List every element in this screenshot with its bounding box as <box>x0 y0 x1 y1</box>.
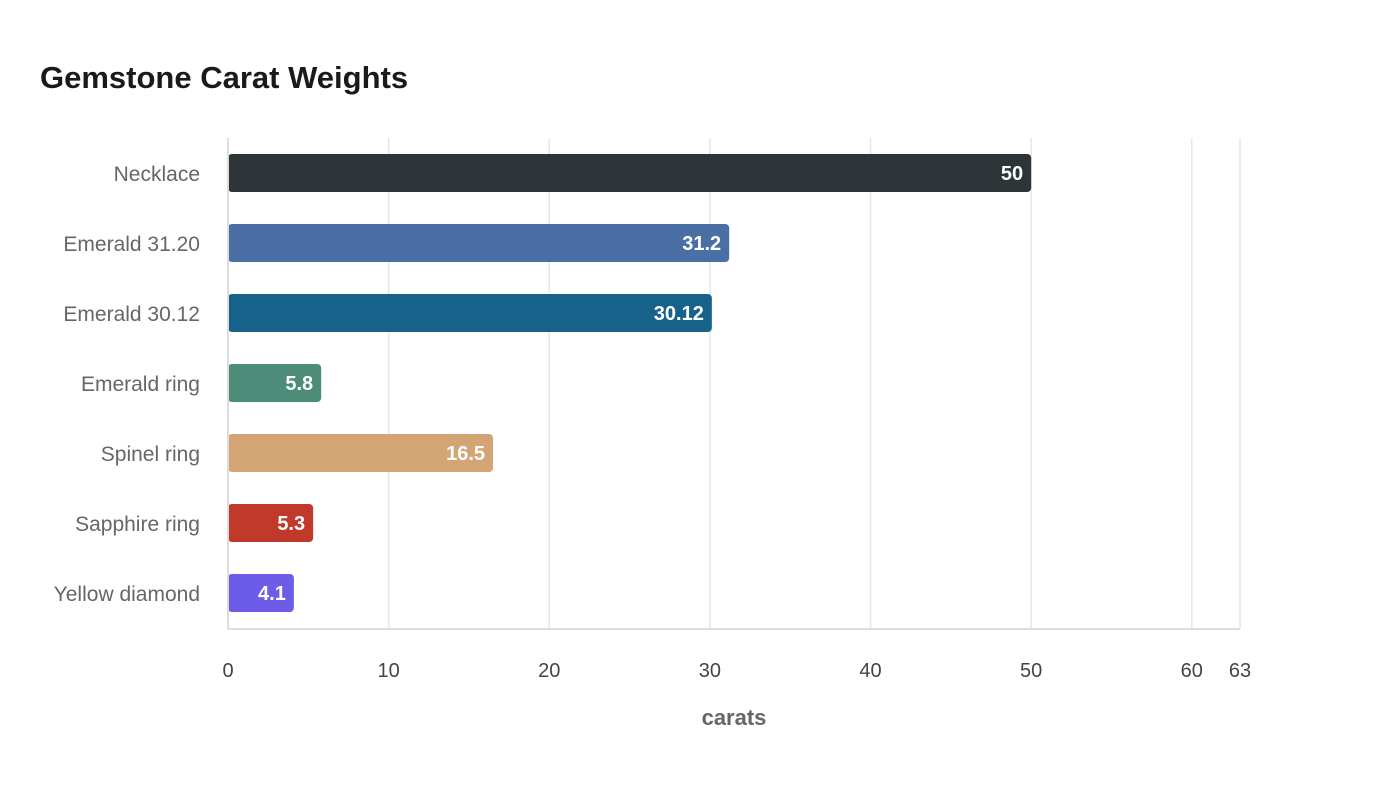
bar-value-label-6: 4.1 <box>258 583 286 605</box>
grid-lines <box>387 138 1241 629</box>
x-tick-label-5: 50 <box>1020 660 1042 682</box>
x-tick-label-2: 20 <box>538 660 560 682</box>
bar-value-label-2: 30.12 <box>654 303 704 325</box>
bar-4 <box>228 434 494 472</box>
x-tick-label-7: 63 <box>1229 660 1251 682</box>
category-label-1: Emerald 31.20 <box>63 233 200 256</box>
bar-value-label-3: 5.8 <box>285 373 313 395</box>
bar-5 <box>228 504 314 542</box>
bar-0 <box>228 154 1032 192</box>
x-tick-labels: 0 10 20 30 40 50 60 63 <box>222 660 1251 682</box>
x-tick-label-1: 10 <box>378 660 400 682</box>
bar-value-label-5: 5.3 <box>277 513 305 535</box>
x-tick-label-3: 30 <box>699 660 721 682</box>
x-tick-label-6: 60 <box>1181 660 1203 682</box>
bar-value-label-4: 16.5 <box>446 443 485 465</box>
bars: 50 31.2 30.12 5.8 16.5 5.3 4.1 <box>228 154 1032 612</box>
category-label-4: Spinel ring <box>101 443 200 466</box>
bar-3 <box>228 364 322 402</box>
bar-value-label-1: 31.2 <box>682 233 721 255</box>
category-label-5: Sapphire ring <box>75 513 200 536</box>
category-label-3: Emerald ring <box>81 373 200 396</box>
category-label-2: Emerald 30.12 <box>63 303 200 326</box>
chart-title: Gemstone Carat Weights <box>40 60 409 95</box>
category-label-0: Necklace <box>114 163 200 186</box>
x-axis-title: carats <box>702 705 767 730</box>
bar-6 <box>228 574 294 612</box>
x-tick-label-0: 0 <box>222 660 233 682</box>
bar-value-label-0: 50 <box>1001 163 1023 185</box>
bar-1 <box>228 224 730 262</box>
category-label-6: Yellow diamond <box>54 583 200 606</box>
bar-2 <box>228 294 712 332</box>
category-labels: Necklace Emerald 31.20 Emerald 30.12 Emeral… <box>54 163 200 606</box>
x-tick-label-4: 40 <box>859 660 881 682</box>
